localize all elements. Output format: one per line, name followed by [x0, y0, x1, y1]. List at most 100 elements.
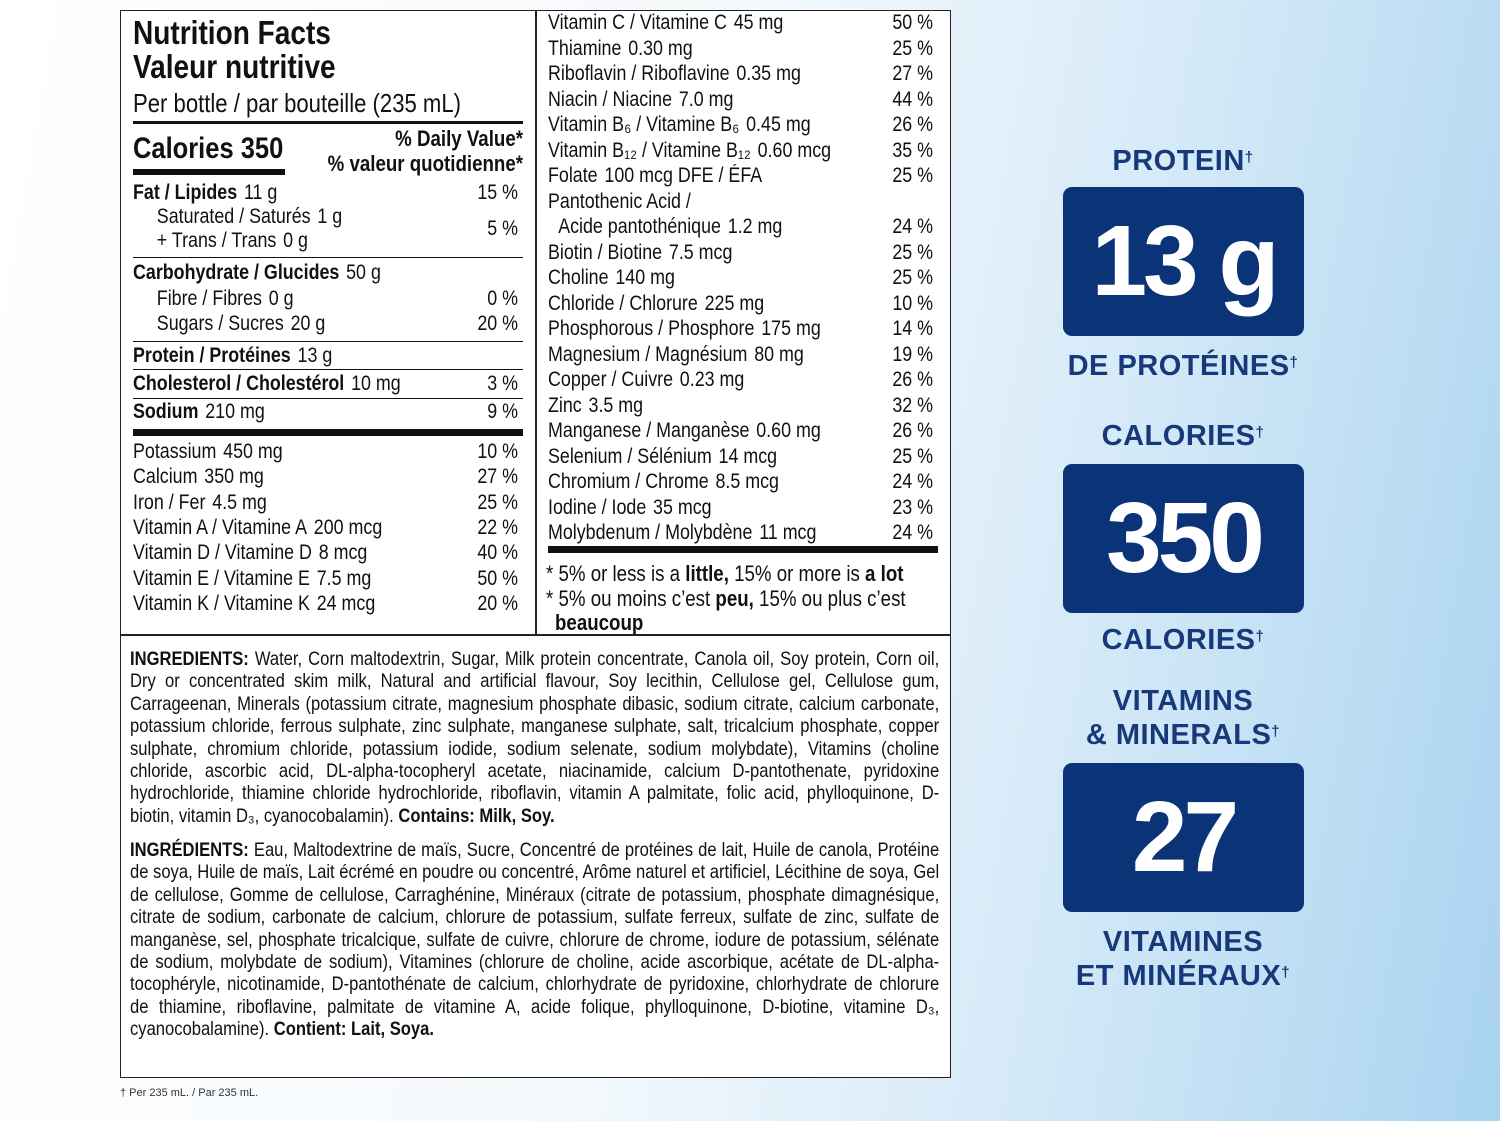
- footnote-en: * 5% or less is a little, 15% or more is…: [546, 561, 904, 586]
- nutrient-row: + Trans / Trans 0 g: [133, 228, 518, 254]
- nutrient-name: Manganese / Manganèse: [548, 419, 750, 442]
- nutrient-dv: 25 %: [892, 266, 934, 289]
- nutrient-row: Chromium / Chrome 8.5 mcg 24 %: [548, 469, 933, 495]
- nutrient-name: Vitamin C / Vitamine C: [548, 11, 727, 34]
- nutrient-name: Molybdenum / Molybdène: [548, 521, 753, 544]
- nutrient-name: Biotin / Biotine: [548, 240, 663, 264]
- daily-value-en: % Daily Value*: [395, 126, 523, 152]
- divider: [133, 369, 523, 370]
- calories-box: 350: [1063, 464, 1304, 613]
- nutrient-amount: 11 g: [243, 181, 278, 204]
- protein-label: PROTEIN†: [1112, 145, 1254, 177]
- nutrient-row: Acide pantothénique 1.2 mg 24 %: [548, 214, 933, 240]
- footnote-fr-end: beaucoup: [555, 610, 644, 635]
- nutrient-name: Acide pantothénique: [558, 215, 721, 238]
- column-divider: [535, 10, 537, 635]
- nutrient-amount: 11 mcg: [759, 521, 817, 544]
- protein-label-fr: DE PROTÉINES†: [1067, 350, 1299, 382]
- nutrient-amount: 450 mg: [223, 440, 283, 463]
- nutrient-name: Fat / Lipides: [133, 181, 238, 204]
- nutrient-row: Biotin / Biotine 7.5 mcg 25 %: [548, 240, 933, 266]
- dv-en-text: % Daily Value*: [395, 126, 523, 151]
- nutrient-dv: 26 %: [892, 368, 934, 391]
- nutrient-row: Folate 100 mcg DFE / ÉFA 25 %: [548, 163, 933, 189]
- vitamins-label: VITAMINS & MINERALS†: [1085, 685, 1281, 751]
- nutrient-amount: 20 g: [290, 312, 326, 335]
- nutrient-dv: 26 %: [892, 419, 934, 442]
- nutrient-dv: 24 %: [892, 521, 934, 544]
- nutrient-name: Copper / Cuivre: [548, 368, 674, 391]
- nutrient-amount: 0 g: [283, 229, 308, 252]
- nutrient-name: Phosphorous / Phosphore: [548, 317, 755, 340]
- calories-bar: [133, 169, 285, 175]
- nutrient-amount: 210 mg: [205, 400, 265, 423]
- nutrient-name: Folate: [548, 164, 598, 187]
- nutrient-row: Fibre / Fibres 0 g 0 %: [133, 286, 518, 312]
- calories-label-fr: CALORIES†: [1101, 624, 1265, 656]
- nutrient-name: Iron / Fer: [133, 491, 206, 514]
- nutrient-dv: 25 %: [892, 36, 934, 60]
- nutrient-row: Vitamin A / Vitamine A 200 mcg 22 %: [133, 515, 518, 541]
- nutrient-amount: 10 mg: [351, 372, 401, 395]
- nutrient-dv: 10 %: [477, 440, 519, 463]
- nutrient-row: Sodium 210 mg 9 %: [133, 399, 518, 425]
- nutrient-dv: 14 %: [892, 317, 934, 340]
- nutrient-dv: 20 %: [477, 592, 519, 615]
- nutrient-dv: 26 %: [892, 113, 934, 136]
- nutrient-dv: 25 %: [477, 491, 519, 514]
- vitamins-box: 27: [1063, 763, 1304, 912]
- nutrient-amount: 1.2 mg: [727, 215, 783, 238]
- nutrient-name: Vitamin A / Vitamine A: [133, 516, 307, 539]
- nutrient-row: Phosphorous / Phosphore 175 mg 14 %: [548, 316, 933, 342]
- nutrient-name: Vitamin D / Vitamine D: [133, 541, 312, 564]
- nutrient-amount: 1 g: [317, 205, 343, 228]
- nutrient-row: Potassium 450 mg 10 %: [133, 439, 518, 465]
- nutrient-amount: 200 mcg: [313, 516, 383, 539]
- nutrient-name: Chloride / Chlorure: [548, 291, 698, 315]
- nutrient-row: Cholesterol / Cholestérol 10 mg 3 %: [133, 371, 518, 397]
- nutrient-name: Riboflavin / Riboflavine: [548, 62, 730, 85]
- nutrient-amount: 175 mg: [761, 317, 821, 340]
- nutrient-dv: 50 %: [892, 11, 934, 34]
- nutrient-amount: 0.30 mg: [628, 36, 693, 60]
- nutrient-name: Iodine / Iode: [548, 495, 647, 519]
- thick-divider: [548, 546, 938, 553]
- nutrient-dv: 15 %: [477, 181, 519, 204]
- nutrient-dv: 25 %: [892, 164, 934, 187]
- nutrient-dv: 20 %: [477, 312, 519, 335]
- nutrient-dv: 23 %: [892, 495, 934, 519]
- nutrient-name: Protein / Protéines: [133, 344, 291, 367]
- nutrient-dv: 35 %: [892, 138, 934, 162]
- nutrient-row: Iodine / Iode 35 mcg 23 %: [548, 495, 933, 521]
- footnote-fr: * 5% ou moins c’est peu, 15% ou plus c’e…: [546, 586, 906, 611]
- nutrient-dv: 40 %: [477, 541, 519, 564]
- nutrient-row: Riboflavin / Riboflavine 0.35 mg 27 %: [548, 61, 933, 87]
- nutrient-name: + Trans / Trans: [156, 229, 277, 252]
- nutrient-amount: 14 mcg: [718, 444, 778, 468]
- nutrient-dv: 0 %: [487, 287, 519, 310]
- nutrient-name: Saturated / Saturés: [156, 205, 311, 228]
- nutrient-amount: 350 mg: [204, 465, 264, 488]
- nutrient-amount: 0.35 mg: [736, 62, 801, 85]
- nutrient-dv: 50 %: [477, 567, 519, 590]
- nutrient-name: Calcium: [133, 465, 198, 488]
- footer-note: † Per 235 mL. / Par 235 mL.: [120, 1087, 259, 1099]
- nutrient-row: Selenium / Sélénium 14 mcg 25 %: [548, 444, 933, 470]
- daily-value-fr: % valeur quotidienne*: [328, 151, 523, 177]
- nutrient-row: Iron / Fer 4.5 mg 25 %: [133, 490, 518, 516]
- nutrient-amount: 13 g: [297, 344, 333, 367]
- nutrient-amount: 0.60 mg: [756, 419, 821, 442]
- nutrient-dv: 32 %: [892, 393, 934, 417]
- nutrient-amount: 0.45 mg: [746, 113, 811, 136]
- nutrient-row: Vitamin K / Vitamine K 24 mcg 20 %: [133, 591, 518, 617]
- nutrient-row: Vitamin C / Vitamine C 45 mg 50 %: [548, 10, 933, 36]
- nutrient-name: Sugars / Sucres: [156, 312, 284, 335]
- divider: [133, 121, 523, 124]
- nutrient-name: Vitamin E / Vitamine E: [133, 567, 310, 590]
- calories-label: CALORIES†: [1101, 420, 1265, 452]
- nutrient-amount: 7.5 mg: [316, 567, 372, 590]
- title-fr: Valeur nutritive: [133, 48, 336, 85]
- thick-divider: [133, 429, 523, 436]
- divider: [133, 341, 523, 342]
- nutrient-amount: 3.5 mg: [588, 393, 644, 417]
